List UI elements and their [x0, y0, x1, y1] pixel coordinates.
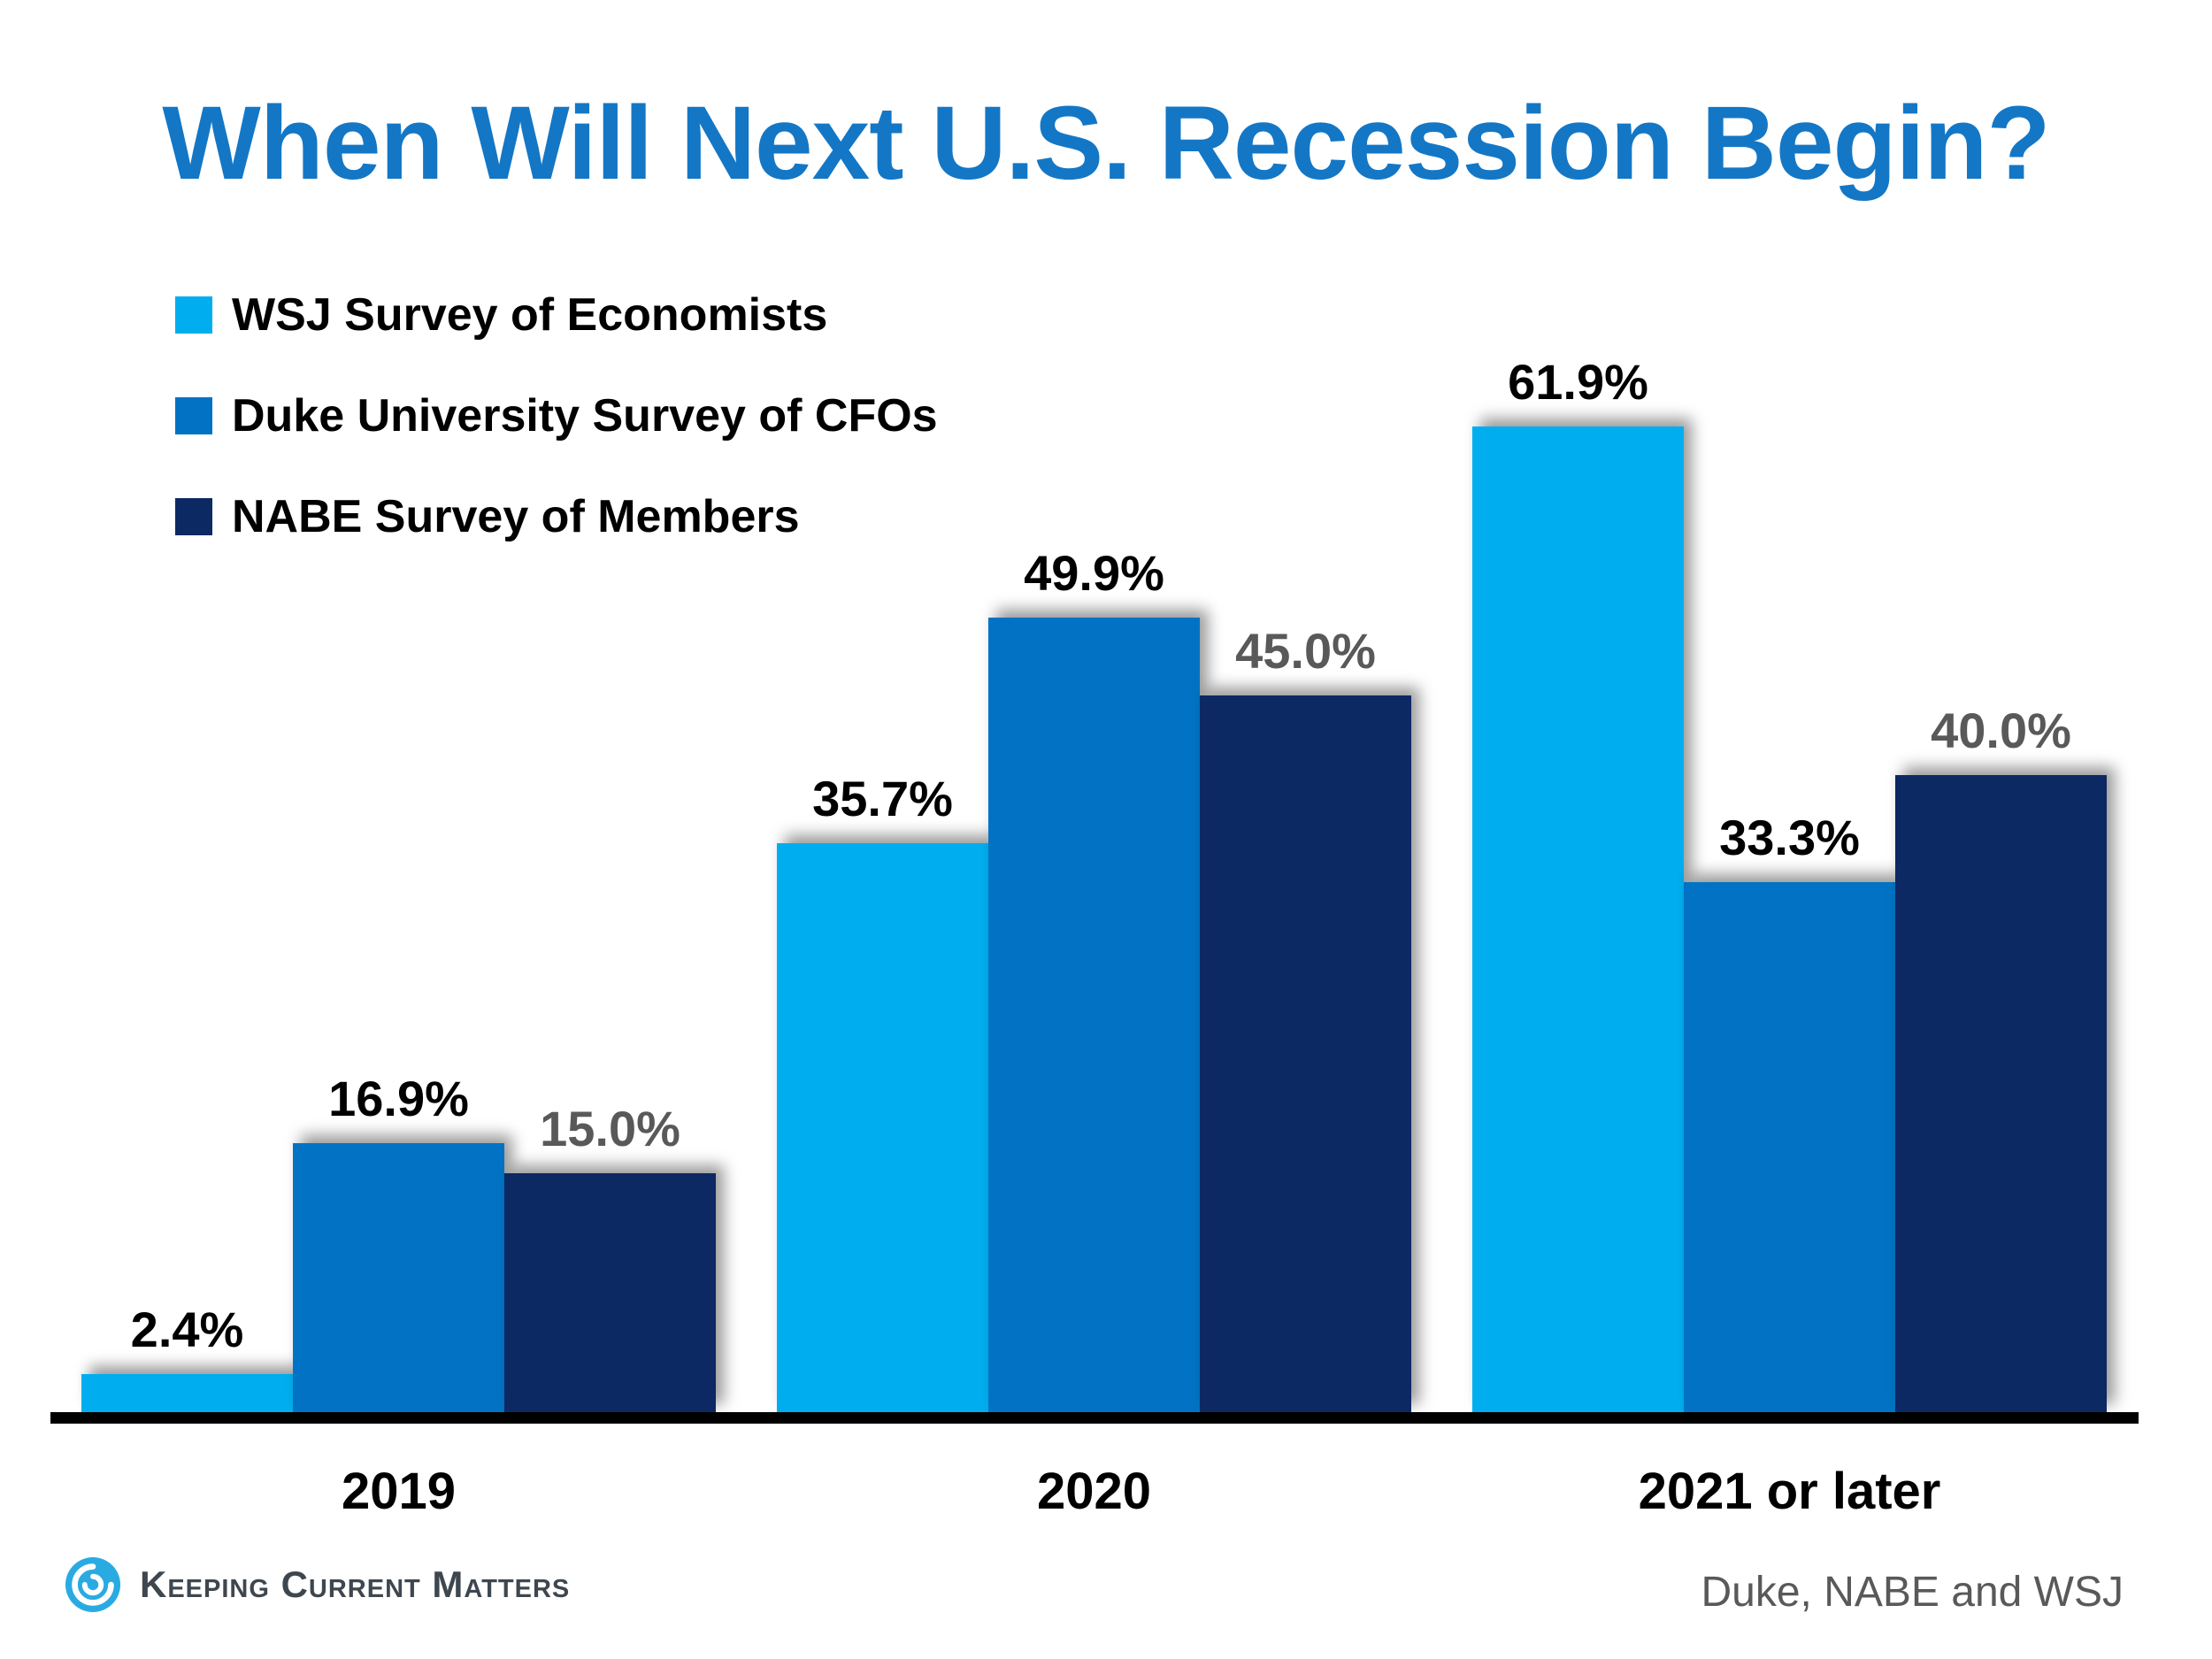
plot-area: 2.4% 16.9% 15.0% 35.7% 49.9% 45.0% 61.9% 33.3% 4… [50, 350, 2139, 1412]
legend-label-nabe: NABE Survey of Members [232, 491, 800, 542]
category-label-2019: 2019 [341, 1463, 457, 1520]
bar-2019-series-2: 15.0% [504, 1101, 716, 1412]
bar-2020-series-0: 35.7% [777, 771, 988, 1412]
bar-2019-series-0: 2.4% [81, 1302, 293, 1412]
legend-swatch-nabe [175, 498, 212, 535]
legend-swatch-wsj [175, 296, 212, 334]
bar-2021-or-later-series-2: 40.0% [1895, 703, 2107, 1412]
bar-2021-or-later-series-1: 33.3% [1684, 810, 1895, 1412]
legend-label-duke: Duke University Survey of CFOs [232, 390, 938, 442]
category-label-2020: 2020 [1036, 1463, 1152, 1520]
data-label-2021-or-later-series-1: 33.3% [1719, 810, 1860, 865]
bar-2020-series-1: 49.9% [988, 545, 1200, 1412]
legend-swatch-duke [175, 397, 212, 434]
brand-logo: Keeping Current Matters [64, 1555, 570, 1614]
kcm-swirl-icon [65, 1556, 121, 1613]
legend-label-wsj: WSJ Survey of Economists [232, 289, 828, 341]
chart-title: When Will Next U.S. Recession Begin? [162, 85, 2050, 202]
data-label-2020-series-1: 49.9% [1024, 545, 1164, 601]
data-label-2020-series-0: 35.7% [812, 771, 953, 826]
legend: WSJ Survey of Economists Duke University… [175, 288, 938, 543]
data-label-2020-series-2: 45.0% [1235, 623, 1376, 679]
data-label-2021-or-later-series-2: 40.0% [1931, 703, 2071, 758]
bar-2020-series-2: 45.0% [1200, 623, 1411, 1412]
bar-2021-or-later-series-0: 61.9% [1472, 354, 1684, 1412]
bar-2019-series-1: 16.9% [293, 1071, 504, 1412]
x-axis-line [50, 1412, 2139, 1424]
source-attribution: Duke, NABE and WSJ [1701, 1569, 2124, 1616]
brand-name: Keeping Current Matters [140, 1563, 571, 1605]
legend-item-nabe: NABE Survey of Members [175, 490, 938, 543]
legend-item-wsj: WSJ Survey of Economists [175, 288, 938, 342]
data-label-2019-series-1: 16.9% [328, 1071, 469, 1126]
data-label-2019-series-0: 2.4% [130, 1302, 244, 1357]
data-label-2019-series-2: 15.0% [540, 1101, 680, 1156]
category-label-2021-or-later: 2021 or later [1638, 1463, 1941, 1520]
legend-item-duke: Duke University Survey of CFOs [175, 389, 938, 442]
data-label-2021-or-later-series-0: 61.9% [1508, 354, 1648, 410]
